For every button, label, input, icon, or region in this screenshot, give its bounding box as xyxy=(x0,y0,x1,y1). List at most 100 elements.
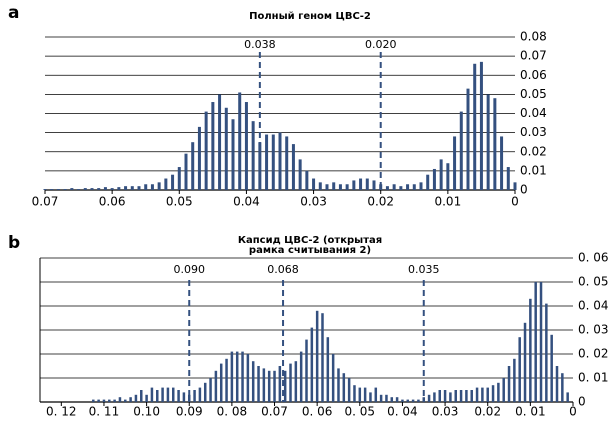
bar xyxy=(283,370,287,402)
bar xyxy=(365,178,369,190)
bar xyxy=(372,180,376,190)
bar xyxy=(345,184,349,190)
bar xyxy=(285,136,289,190)
bar xyxy=(278,132,282,190)
bar xyxy=(267,370,271,402)
bar xyxy=(481,387,484,402)
bar xyxy=(218,94,222,190)
bar xyxy=(534,282,537,402)
bar xyxy=(124,186,128,190)
bar xyxy=(305,170,309,190)
bar xyxy=(470,390,473,402)
x-tick-label: 0.04 xyxy=(233,195,260,209)
bar xyxy=(459,111,463,190)
bar xyxy=(305,339,308,402)
bar xyxy=(342,373,346,402)
bar xyxy=(507,366,511,402)
y-tick-label: 0 xyxy=(578,395,586,409)
bar xyxy=(108,399,111,402)
bar xyxy=(406,399,410,402)
bar xyxy=(137,186,141,190)
x-tick-label: 0. 06 xyxy=(302,405,333,419)
bar xyxy=(244,102,248,190)
bar xyxy=(140,390,143,402)
bar xyxy=(411,399,415,402)
bar xyxy=(338,184,342,190)
bar xyxy=(166,387,170,402)
y-tick-label: 0. 02 xyxy=(578,347,609,361)
chart-title: Полный геном ЦВС-2 xyxy=(249,11,371,22)
x-tick-label: 0.03 xyxy=(300,195,327,209)
x-tick-label: 0.09 xyxy=(176,405,203,419)
bar xyxy=(369,392,372,402)
bar xyxy=(214,370,218,402)
bar xyxy=(332,182,336,190)
bar xyxy=(83,188,87,190)
bar xyxy=(150,184,154,190)
bar xyxy=(262,368,266,402)
bar xyxy=(271,134,275,190)
bar xyxy=(289,363,292,402)
bar xyxy=(43,189,47,190)
reference-label: 0.090 xyxy=(173,263,205,276)
bar xyxy=(326,337,330,402)
bar xyxy=(113,399,116,402)
x-tick-label: 0. 04 xyxy=(387,405,418,419)
bar xyxy=(251,121,255,190)
bar xyxy=(294,361,298,402)
bar xyxy=(97,399,100,402)
bar xyxy=(171,174,175,190)
bar xyxy=(187,394,191,402)
bar xyxy=(211,102,215,190)
bar xyxy=(198,387,202,402)
bar xyxy=(500,136,504,190)
y-tick-label: 0.01 xyxy=(520,163,547,177)
reference-label: 0.038 xyxy=(244,38,276,51)
bar xyxy=(172,387,175,402)
bar xyxy=(182,392,186,402)
bar xyxy=(177,390,180,402)
bar xyxy=(157,182,161,190)
bar xyxy=(103,187,107,190)
bar xyxy=(529,298,532,402)
bar xyxy=(134,394,138,402)
bar xyxy=(56,189,60,190)
bar xyxy=(150,387,154,402)
bar xyxy=(124,399,127,402)
bar xyxy=(265,134,269,190)
bar xyxy=(453,136,457,190)
bar xyxy=(97,188,101,190)
bar xyxy=(118,397,122,402)
bar xyxy=(156,390,159,402)
x-tick-label: 0.03 xyxy=(432,405,459,419)
bar xyxy=(177,167,181,190)
bar xyxy=(479,61,483,190)
bar xyxy=(422,397,426,402)
y-tick-label: 0 xyxy=(520,183,528,197)
y-tick-label: 0. 04 xyxy=(578,299,609,313)
bar xyxy=(70,188,74,190)
x-tick-label: 0.05 xyxy=(166,195,193,209)
x-tick-label: 0.10 xyxy=(133,405,160,419)
bar xyxy=(486,94,490,190)
x-tick-label: 0. 05 xyxy=(345,405,376,419)
bar xyxy=(347,378,351,402)
bar xyxy=(359,178,363,190)
bar xyxy=(161,387,164,402)
bar xyxy=(299,351,303,402)
bar xyxy=(238,92,242,190)
bar xyxy=(191,142,195,190)
x-tick-label: 0.02 xyxy=(367,195,394,209)
bar xyxy=(419,182,423,190)
bar xyxy=(353,385,356,402)
x-tick-label: 0.07 xyxy=(261,405,288,419)
bar xyxy=(92,399,95,402)
bar xyxy=(144,184,148,190)
y-tick-label: 0.07 xyxy=(520,49,547,63)
bar xyxy=(385,394,388,402)
bar xyxy=(246,354,250,402)
x-tick-label: 0.02 xyxy=(474,405,501,419)
bar xyxy=(506,167,510,190)
bar xyxy=(545,303,548,402)
chart-title: Капсид ЦВС-2 (открытая xyxy=(238,235,382,246)
